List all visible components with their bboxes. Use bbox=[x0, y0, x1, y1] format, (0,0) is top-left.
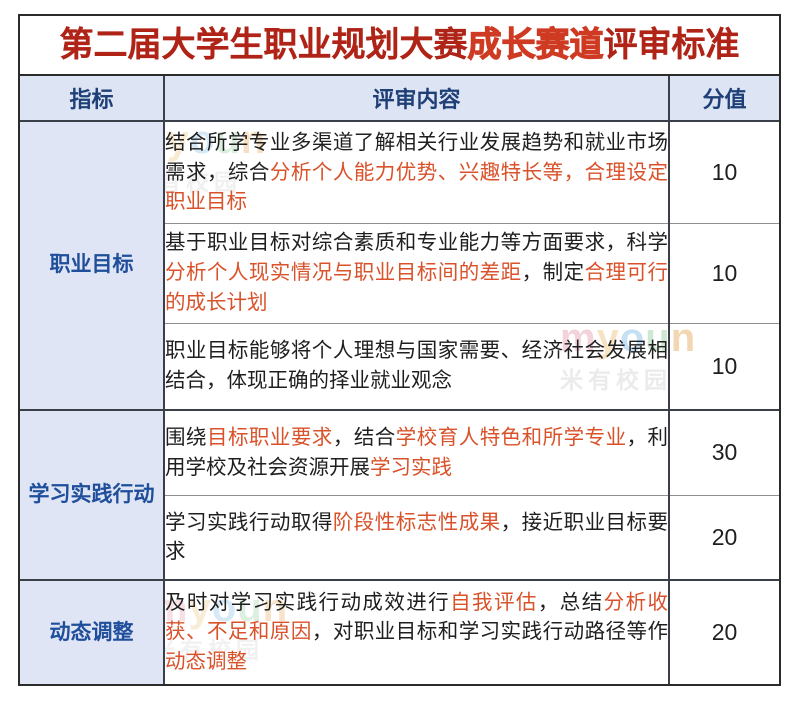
criteria-table: 第二届大学生职业规划大赛成长赛道评审标准 指标 评审内容 分值 职业目标 结合所学… bbox=[20, 16, 780, 684]
plain-text: ，总结 bbox=[537, 590, 604, 614]
page-title: 第二届大学生职业规划大赛成长赛道评审标准 bbox=[59, 26, 740, 65]
title-row: 第二届大学生职业规划大赛成长赛道评审标准 bbox=[20, 16, 780, 77]
plain-text: ，结合 bbox=[332, 425, 396, 449]
page-title-cell: 第二届大学生职业规划大赛成长赛道评审标准 bbox=[20, 16, 780, 77]
criteria-content-cell: 职业目标能够将个人理想与国家需要、经济社会发展相结合，体现正确的择业就业观念 bbox=[164, 323, 670, 411]
table-row: 基于职业目标对综合素质和专业能力等方面要求，科学分析个人现实情况与职业目标间的差… bbox=[20, 223, 780, 324]
highlighted-text: 合理可行的成长计划 bbox=[165, 261, 669, 315]
score-cell: 20 bbox=[669, 495, 780, 581]
plain-text: ，制定 bbox=[521, 261, 585, 285]
column-header-score: 分值 bbox=[669, 75, 780, 123]
score-cell: 10 bbox=[669, 223, 780, 324]
category-cell-3: 动态调整 bbox=[20, 579, 165, 684]
highlighted-text: 阶段性标志性成果 bbox=[332, 510, 501, 534]
score-cell: 10 bbox=[669, 121, 780, 224]
plain-text: 基于职业目标对综合素质和专业能力等方面要求，科学 bbox=[165, 231, 668, 255]
category-cell-1: 职业目标 bbox=[20, 121, 165, 411]
plain-text: ，对职业目标和学习实践行动路径等作 bbox=[311, 620, 669, 644]
column-header-indicator: 指标 bbox=[20, 75, 165, 123]
table-row: 职业目标能够将个人理想与国家需要、经济社会发展相结合，体现正确的择业就业观念 10 bbox=[20, 323, 780, 411]
table-row: 学习实践行动取得阶段性标志性成果，接近职业目标要求 20 bbox=[20, 495, 780, 581]
table-row: 职业目标 结合所学专业多渠道了解相关行业发展趋势和就业市场需求，综合分析个人能力优… bbox=[20, 121, 780, 411]
criteria-content-cell: 及时对学习实践行动成效进行自我评估，总结分析收获、不足和原因，对职业目标和学习实… bbox=[164, 579, 670, 684]
highlighted-text: 分析个人能力优势、兴趣特长等，合理设定职业目标 bbox=[165, 160, 669, 214]
plain-text: ，利用学校及社会资源开展 bbox=[165, 425, 669, 479]
page-title-prefix: 第二届大学生职业规划大赛 bbox=[59, 26, 468, 65]
criteria-content-cell: 围绕目标职业要求，结合学校育人特色和所学专业，利用学校及社会资源开展学习实践 bbox=[164, 409, 670, 497]
criteria-content-cell: 结合所学专业多渠道了解相关行业发展趋势和就业市场需求，综合分析个人能力优势、兴趣… bbox=[164, 121, 670, 224]
criteria-table-frame: 第二届大学生职业规划大赛成长赛道评审标准 指标 评审内容 分值 职业目标 结合所学… bbox=[18, 14, 781, 686]
highlighted-text: 自我评估 bbox=[450, 590, 538, 614]
page-title-suffix: 评审标准 bbox=[603, 26, 740, 65]
header-row: 指标 评审内容 分值 bbox=[20, 75, 780, 123]
highlighted-text: 动态调整 bbox=[165, 650, 247, 674]
page-title-strong: 成长赛道 bbox=[467, 26, 604, 65]
highlighted-text: 学校育人特色和所学专业 bbox=[395, 425, 627, 449]
score-cell: 30 bbox=[669, 409, 780, 497]
criteria-content-cell: 基于职业目标对综合素质和专业能力等方面要求，科学分析个人现实情况与职业目标间的差… bbox=[164, 223, 670, 324]
column-header-content: 评审内容 bbox=[164, 75, 670, 123]
plain-text: 学习实践行动取得 bbox=[165, 510, 333, 534]
table-row: 动态调整 及时对学习实践行动成效进行自我评估，总结分析收获、不足和原因，对职业目标… bbox=[20, 579, 779, 684]
plain-text: 围绕 bbox=[165, 425, 207, 449]
score-cell: 20 bbox=[711, 618, 738, 645]
table-row: 学习实践行动 围绕目标职业要求，结合学校育人特色和所学专业，利用学校及社会资源开展… bbox=[20, 409, 780, 581]
criteria-content-cell: 学习实践行动取得阶段性标志性成果，接近职业目标要求 bbox=[164, 495, 670, 581]
plain-text: 职业目标能够将个人理想与国家需要、经济社会发展相结合，体现正确的择业就业观念 bbox=[165, 339, 668, 393]
score-cell: 10 bbox=[669, 323, 780, 411]
plain-text: 结合所学专业多渠道了解相关行业发展趋势和就业市场需求，综合 bbox=[165, 130, 668, 184]
highlighted-text: 学习实践 bbox=[370, 455, 452, 479]
table-body: 第二届大学生职业规划大赛成长赛道评审标准 指标 评审内容 分值 职业目标 结合所学… bbox=[20, 16, 780, 684]
plain-text: 及时对学习实践行动成效进行 bbox=[165, 590, 451, 614]
plain-text: ，接近职业目标要求 bbox=[165, 510, 669, 564]
category-cell-2: 学习实践行动 bbox=[20, 409, 165, 581]
highlighted-text: 目标职业要求 bbox=[206, 425, 333, 449]
highlighted-text: 分析个人现实情况与职业目标间的差距 bbox=[165, 261, 522, 285]
highlighted-text: 分析收获、不足和原因 bbox=[165, 590, 669, 644]
